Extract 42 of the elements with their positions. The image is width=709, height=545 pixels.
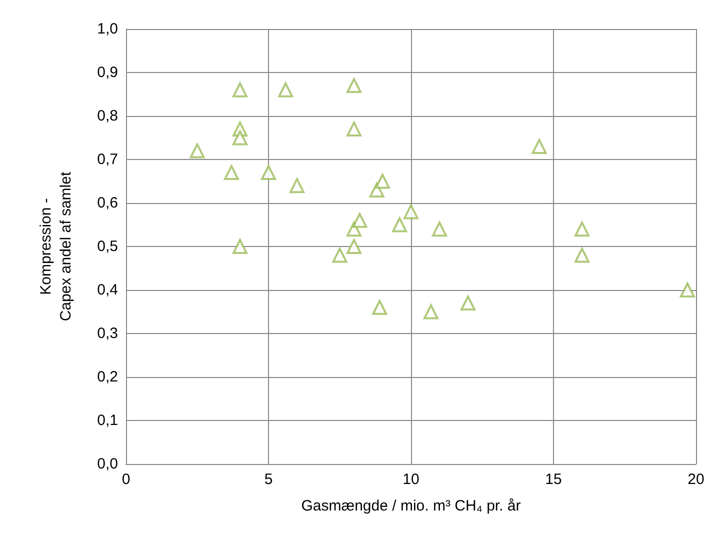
x-tick-label: 20 xyxy=(688,471,704,488)
point xyxy=(375,174,390,189)
point xyxy=(460,296,476,311)
x-tick-label: 0 xyxy=(122,471,130,488)
y-tick-label: 0,9 xyxy=(97,64,118,81)
point xyxy=(232,130,248,146)
y-axis-title: Kompression - Capex andel af samlet xyxy=(38,171,74,322)
x-tick-label: 5 xyxy=(264,471,273,488)
y-tick-label: 0,5 xyxy=(97,238,118,255)
point xyxy=(423,304,438,320)
x-tick-label: 15 xyxy=(545,471,562,488)
point xyxy=(574,248,590,263)
point xyxy=(290,178,304,194)
point xyxy=(346,78,362,94)
point xyxy=(224,165,239,180)
point xyxy=(432,222,447,237)
point xyxy=(190,143,205,158)
y-tick-label: 0,4 xyxy=(97,282,118,298)
point xyxy=(372,300,388,315)
point xyxy=(346,122,362,137)
x-axis-title: Gasmængde / mio. m³ CH₄ pr. år xyxy=(301,498,521,514)
y-tick-label: 1,0 xyxy=(97,20,118,38)
point xyxy=(404,204,418,220)
y-tick-label: 0,8 xyxy=(97,108,118,124)
y-tick-label: 0,2 xyxy=(97,368,118,386)
point xyxy=(261,165,276,180)
y-tick-label: 0,0 xyxy=(97,456,118,472)
point xyxy=(332,248,348,263)
y-tick-label: 0,7 xyxy=(97,151,118,168)
y-tick-label: 0,6 xyxy=(97,194,118,212)
point xyxy=(574,222,590,237)
point xyxy=(278,82,294,98)
point xyxy=(232,239,248,254)
point xyxy=(532,138,547,154)
y-tick-label: 0,1 xyxy=(97,412,118,429)
point xyxy=(680,282,695,298)
y-tick-label: 0,3 xyxy=(97,325,118,342)
x-tick-label: 10 xyxy=(402,471,420,488)
point xyxy=(392,217,408,232)
point xyxy=(232,82,248,98)
point xyxy=(352,212,368,228)
point xyxy=(346,239,362,254)
